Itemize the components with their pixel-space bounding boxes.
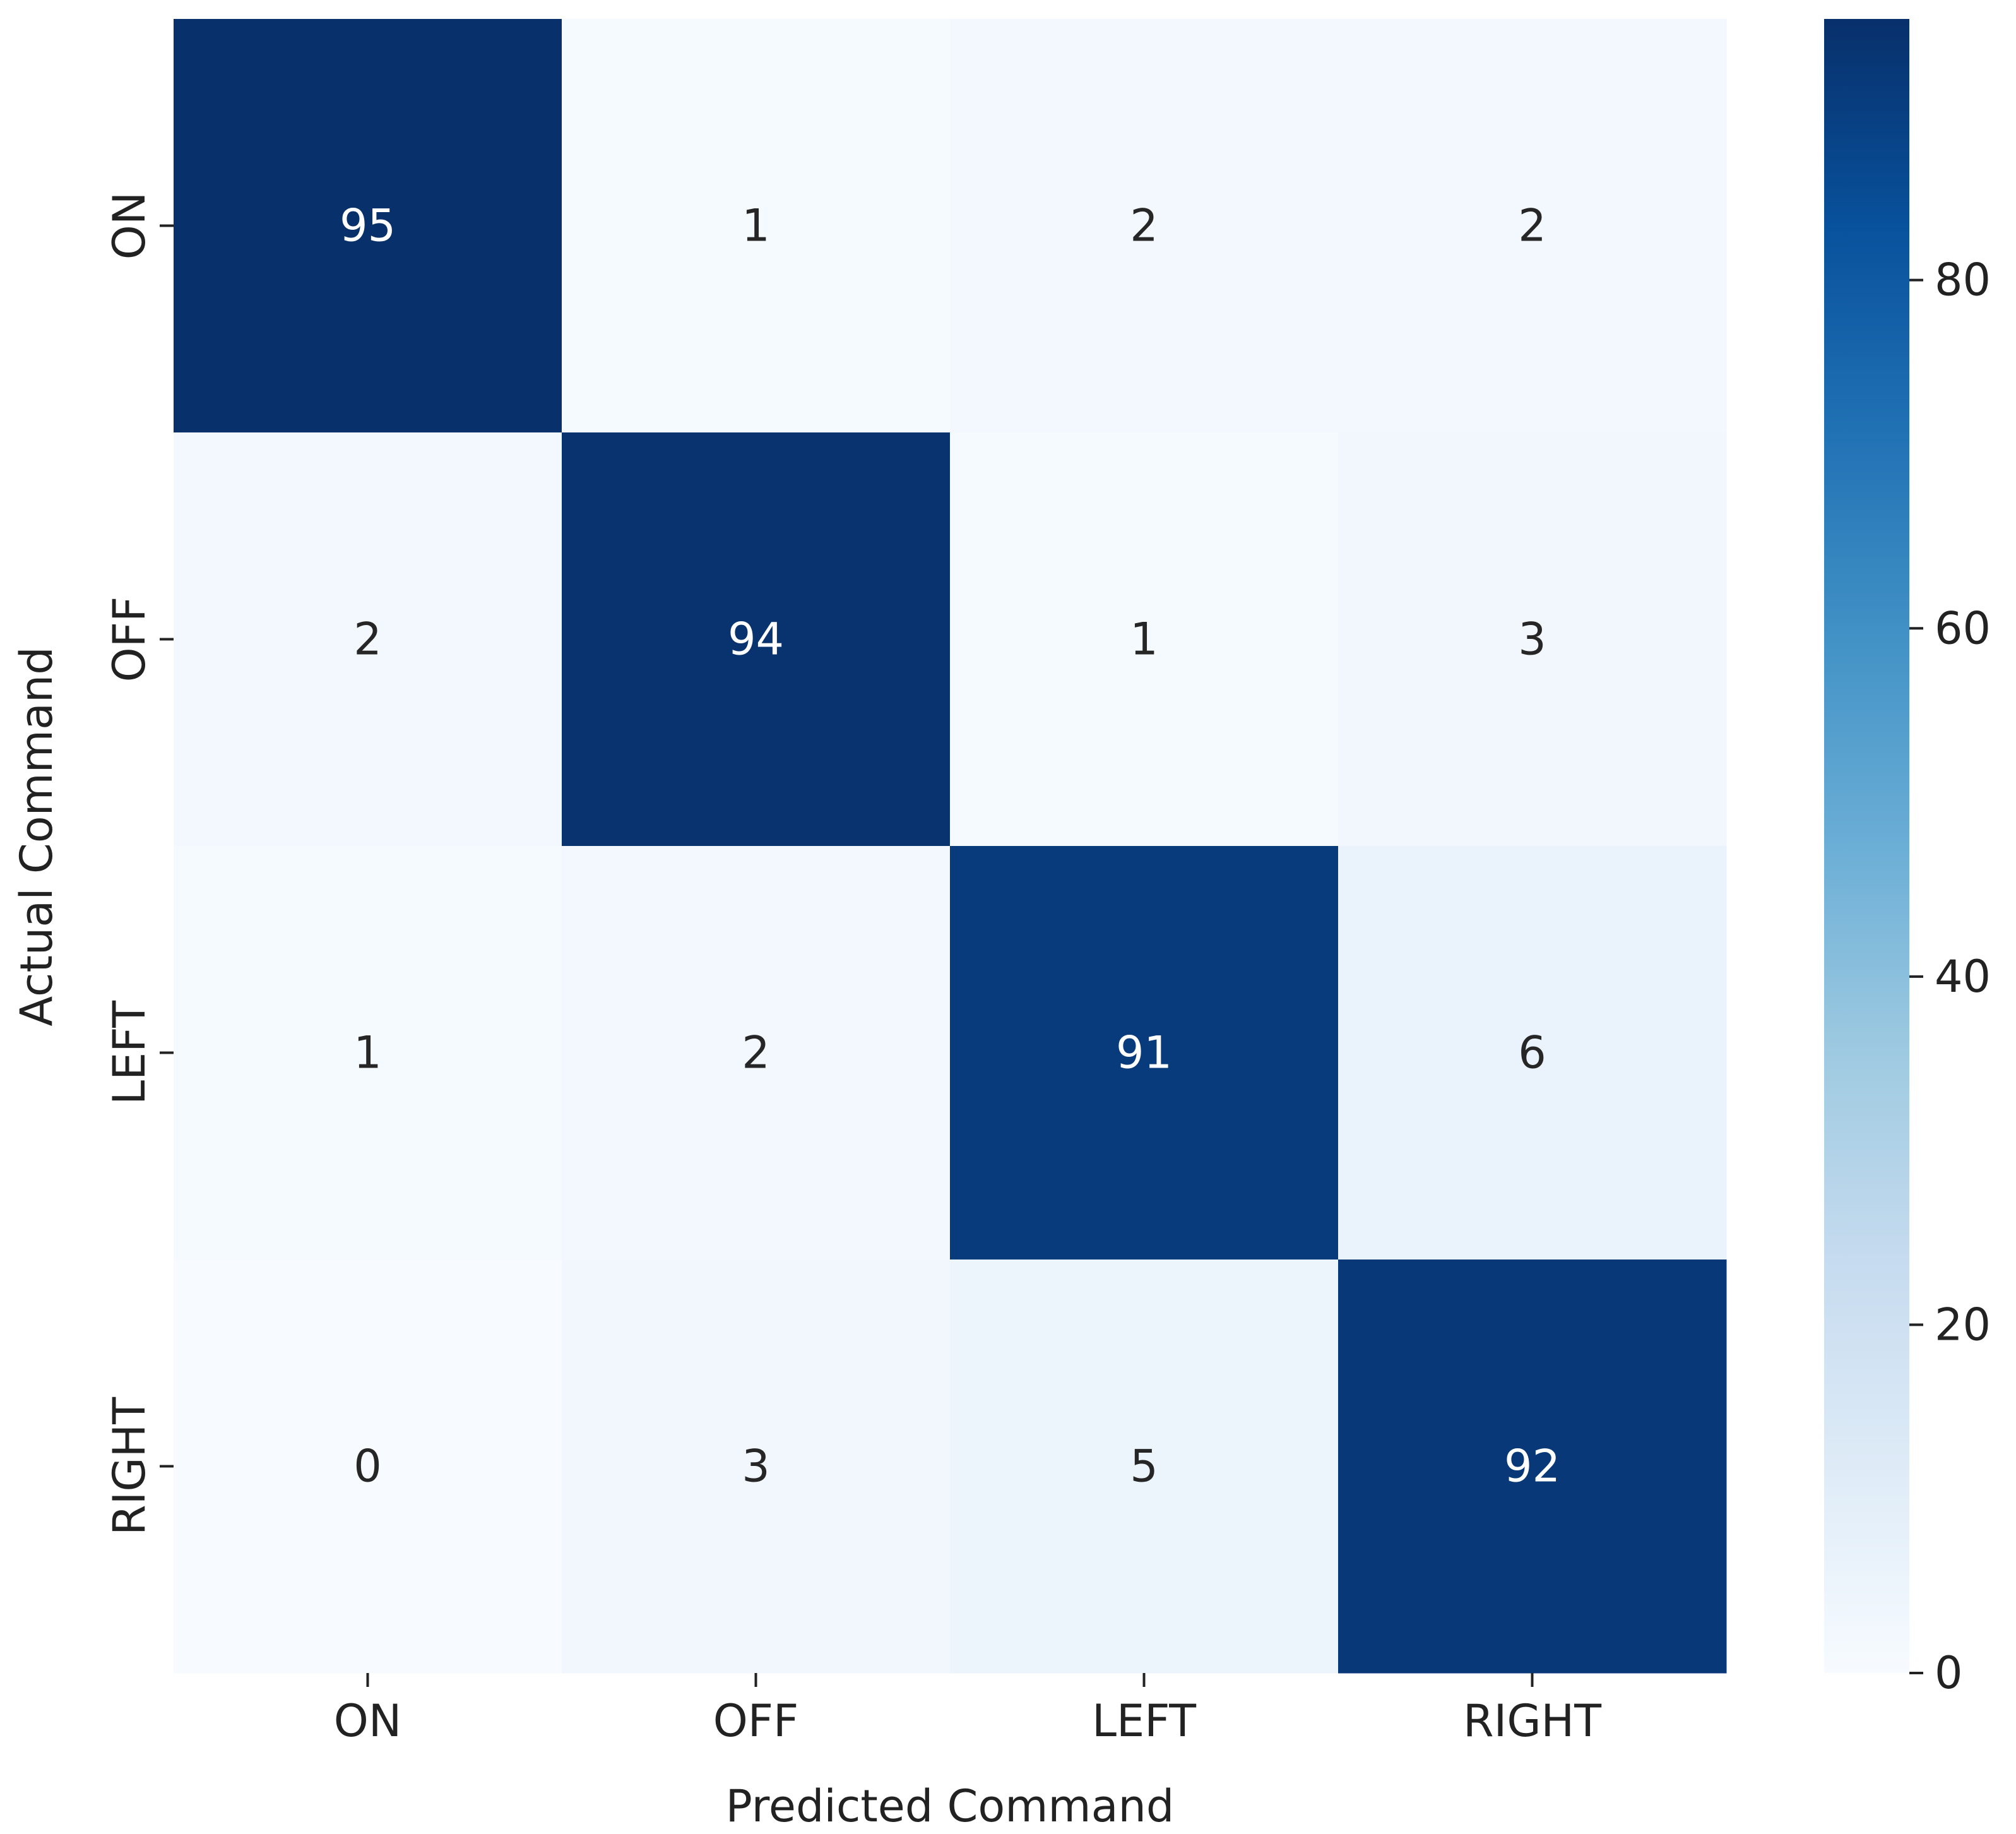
cell-value-label: 3	[1518, 614, 1546, 665]
y-tick-label: OFF	[104, 597, 155, 682]
colorbar-ticks: 0 20 40 60 80	[1909, 254, 1991, 1699]
cell-value-label: 1	[353, 1027, 382, 1079]
heatmap-cell-off-left	[950, 432, 1339, 847]
colorbar-tick-label: 20	[1935, 1299, 1991, 1350]
y-axis-title: Actual Command	[11, 646, 62, 1026]
x-tick-label: RIGHT	[1463, 1695, 1601, 1747]
colorbar-tick-label: 0	[1935, 1647, 1963, 1699]
heatmap-cell-off-on	[174, 432, 562, 847]
heatmap-cell-on-off	[562, 19, 951, 433]
x-axis: ON OFF LEFT RIGHT	[334, 1673, 1601, 1747]
x-tick-label: ON	[334, 1695, 401, 1747]
heatmap-cell-left-left	[950, 846, 1339, 1260]
y-tick-label: ON	[104, 192, 155, 259]
colorbar-tick-label: 60	[1935, 602, 1991, 654]
y-tick-label: LEFT	[104, 1001, 155, 1105]
cell-value-label: 1	[1130, 614, 1158, 665]
cell-value-label: 3	[742, 1441, 770, 1492]
heatmap-cell-left-off	[562, 846, 951, 1260]
heatmap-cell-right-off	[562, 1259, 951, 1674]
y-axis: ON OFF LEFT RIGHT	[104, 192, 174, 1535]
cell-value-label: 95	[340, 200, 396, 252]
cell-value-label: 1	[742, 200, 770, 252]
x-tick-label: LEFT	[1092, 1695, 1196, 1747]
heatmap-cell-right-left	[950, 1259, 1339, 1674]
cell-value-label: 2	[742, 1027, 770, 1079]
colorbar	[1824, 19, 1909, 1673]
colorbar-tick-label: 80	[1935, 254, 1991, 306]
cell-value-label: 5	[1130, 1441, 1158, 1492]
cell-value-label: 0	[353, 1441, 382, 1492]
heatmap-cell-on-on	[174, 19, 562, 433]
y-tick-label: RIGHT	[104, 1397, 155, 1535]
cell-value-label: 92	[1504, 1441, 1560, 1492]
heatmap-cell-left-right	[1338, 846, 1727, 1260]
cell-value-label: 2	[353, 614, 382, 665]
heatmap-cells	[174, 19, 1727, 1674]
cell-value-labels: 95 1 2 2 2 94 1 3 1 2 91 6 0 3 5 92	[340, 200, 1560, 1492]
cell-value-label: 2	[1130, 200, 1158, 252]
heatmap-cell-off-right	[1338, 432, 1727, 847]
cell-value-label: 94	[728, 614, 784, 665]
heatmap-cell-right-right	[1338, 1259, 1727, 1674]
x-axis-title: Predicted Command	[726, 1780, 1175, 1832]
cell-value-label: 6	[1518, 1027, 1546, 1079]
heatmap-cell-right-on	[174, 1259, 562, 1674]
heatmap-cell-off-off	[562, 432, 951, 847]
heatmap-cell-on-right	[1338, 19, 1727, 433]
cell-value-label: 91	[1116, 1027, 1172, 1079]
x-tick-label: OFF	[713, 1695, 799, 1747]
colorbar-tick-label: 40	[1935, 951, 1991, 1003]
colorbar-gradient	[1824, 19, 1909, 1673]
cell-value-label: 2	[1518, 200, 1546, 252]
heatmap-cell-on-left	[950, 19, 1339, 433]
heatmap-cell-left-on	[174, 846, 562, 1260]
